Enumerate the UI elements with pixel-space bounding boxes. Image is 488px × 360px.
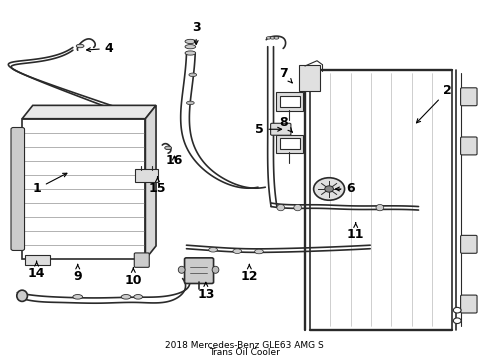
Text: 2: 2 bbox=[416, 84, 451, 123]
Circle shape bbox=[452, 307, 460, 313]
Ellipse shape bbox=[375, 204, 383, 211]
FancyBboxPatch shape bbox=[270, 123, 290, 135]
Text: 1: 1 bbox=[32, 173, 67, 195]
Ellipse shape bbox=[269, 37, 274, 39]
Ellipse shape bbox=[186, 101, 194, 105]
Text: 7: 7 bbox=[278, 67, 292, 83]
Text: 3: 3 bbox=[191, 21, 200, 44]
Ellipse shape bbox=[273, 37, 278, 39]
Text: 16: 16 bbox=[165, 154, 183, 167]
Text: 9: 9 bbox=[73, 265, 82, 283]
FancyBboxPatch shape bbox=[279, 96, 300, 107]
FancyBboxPatch shape bbox=[279, 138, 300, 149]
Ellipse shape bbox=[184, 45, 195, 49]
Circle shape bbox=[313, 178, 344, 200]
Ellipse shape bbox=[184, 39, 195, 44]
Circle shape bbox=[324, 186, 333, 192]
Text: 4: 4 bbox=[86, 42, 113, 55]
FancyBboxPatch shape bbox=[25, 255, 50, 265]
FancyBboxPatch shape bbox=[134, 253, 149, 267]
FancyBboxPatch shape bbox=[135, 169, 158, 182]
Ellipse shape bbox=[254, 249, 263, 254]
Text: 13: 13 bbox=[197, 282, 214, 301]
Circle shape bbox=[452, 318, 460, 324]
Text: Trans Oil Cooler: Trans Oil Cooler bbox=[209, 348, 279, 357]
Text: 10: 10 bbox=[124, 268, 142, 287]
FancyBboxPatch shape bbox=[276, 93, 303, 111]
FancyBboxPatch shape bbox=[184, 258, 213, 283]
FancyBboxPatch shape bbox=[460, 295, 476, 313]
Ellipse shape bbox=[73, 294, 82, 299]
FancyBboxPatch shape bbox=[460, 88, 476, 106]
Ellipse shape bbox=[178, 266, 184, 273]
Polygon shape bbox=[22, 105, 156, 119]
Polygon shape bbox=[145, 105, 156, 259]
Text: 2018 Mercedes-Benz GLE63 AMG S: 2018 Mercedes-Benz GLE63 AMG S bbox=[165, 341, 323, 350]
Ellipse shape bbox=[76, 44, 84, 48]
Ellipse shape bbox=[208, 247, 217, 252]
Text: 8: 8 bbox=[278, 116, 292, 132]
Polygon shape bbox=[22, 119, 145, 259]
FancyBboxPatch shape bbox=[460, 235, 476, 253]
Text: 11: 11 bbox=[346, 222, 364, 241]
Text: 15: 15 bbox=[148, 177, 166, 195]
Bar bbox=[309, 69, 451, 329]
FancyBboxPatch shape bbox=[276, 135, 303, 153]
FancyBboxPatch shape bbox=[299, 65, 320, 91]
Ellipse shape bbox=[184, 51, 195, 55]
Text: 6: 6 bbox=[335, 183, 354, 195]
Ellipse shape bbox=[232, 249, 241, 253]
Ellipse shape bbox=[212, 266, 219, 273]
Ellipse shape bbox=[121, 294, 131, 299]
FancyBboxPatch shape bbox=[460, 137, 476, 155]
Ellipse shape bbox=[293, 204, 301, 211]
Ellipse shape bbox=[188, 73, 196, 77]
Ellipse shape bbox=[134, 294, 142, 299]
Ellipse shape bbox=[265, 37, 270, 39]
Text: 14: 14 bbox=[28, 261, 45, 280]
Ellipse shape bbox=[164, 146, 171, 150]
Text: 12: 12 bbox=[240, 265, 258, 283]
Text: 5: 5 bbox=[254, 123, 281, 136]
Ellipse shape bbox=[17, 290, 27, 301]
FancyBboxPatch shape bbox=[11, 127, 24, 251]
Ellipse shape bbox=[276, 204, 284, 211]
